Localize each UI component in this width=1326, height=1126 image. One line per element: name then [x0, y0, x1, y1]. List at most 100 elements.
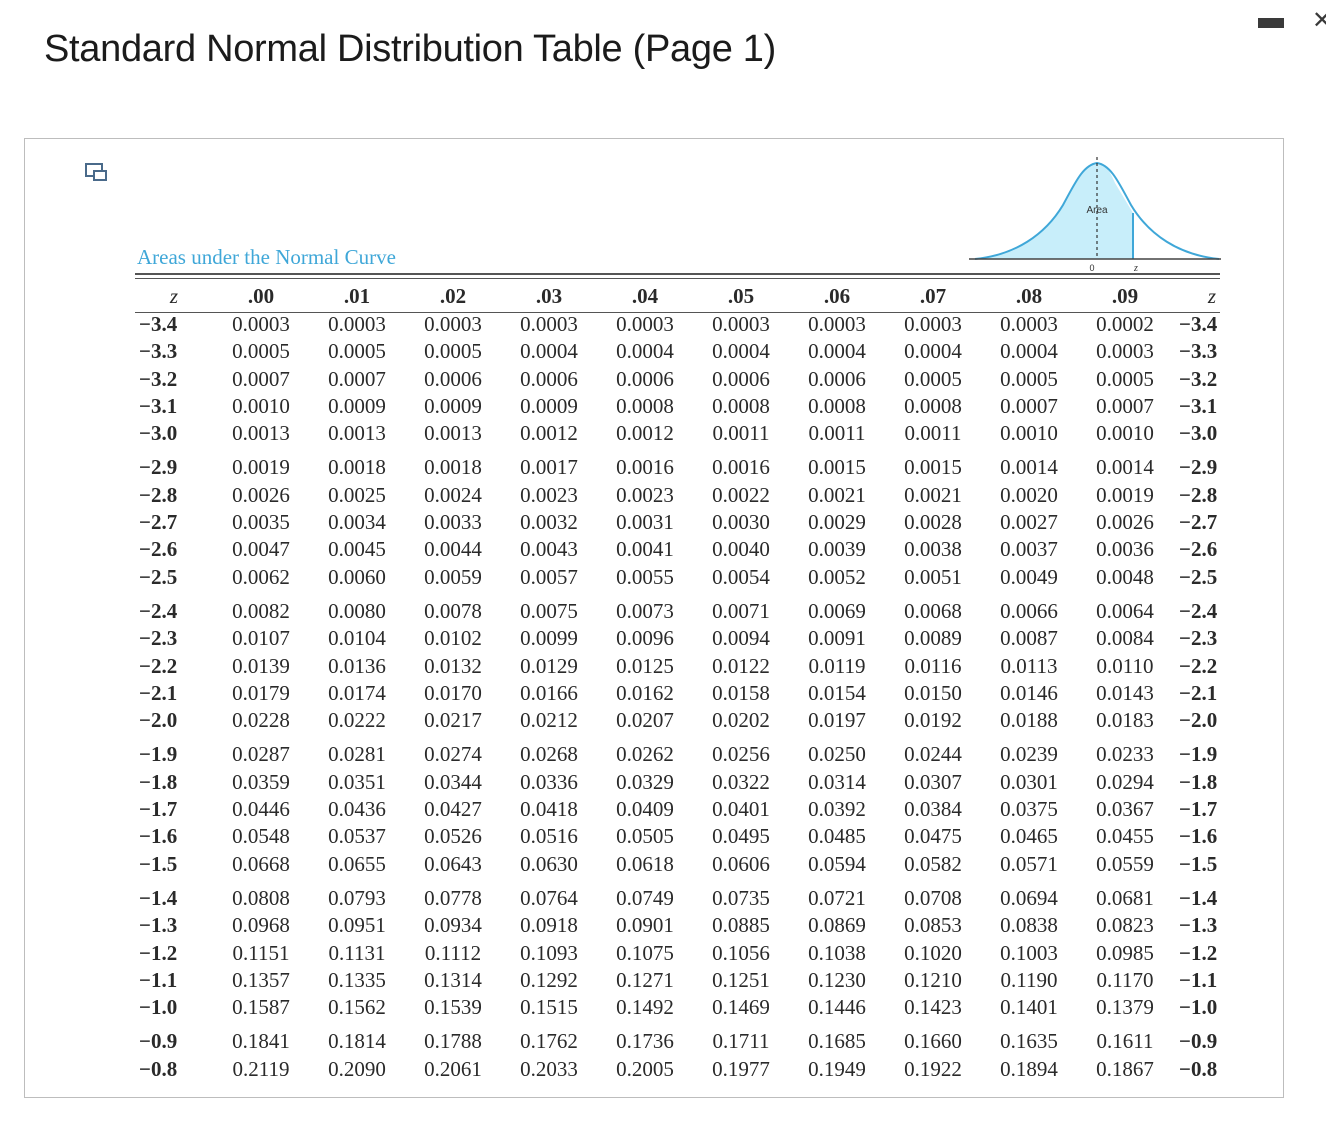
table-cell: 0.0188: [1000, 708, 1058, 733]
row-z-label-right: −2.4: [1179, 598, 1218, 623]
row-z-label-right: −3.3: [1179, 339, 1218, 364]
table-cell: 0.1075: [616, 940, 674, 965]
table-cell: 0.0008: [712, 393, 770, 418]
table-cell: 0.0197: [808, 708, 866, 733]
table-cell: 0.1867: [1096, 1056, 1154, 1081]
table-cell: 0.0091: [808, 626, 866, 651]
row-z-label-left: −2.2: [139, 653, 178, 678]
row-z-label-right: −2.3: [1179, 626, 1218, 651]
table-cell: 0.0104: [328, 626, 386, 651]
table-cell: 0.0329: [616, 769, 674, 794]
table-cell: 0.0694: [1000, 885, 1058, 910]
row-z-label-left: −2.7: [139, 510, 178, 535]
table-cell: 0.1894: [1000, 1056, 1058, 1081]
row-z-label-right: −1.6: [1179, 824, 1218, 849]
table-cell: 0.0968: [232, 913, 290, 938]
table-cell: 0.0838: [1000, 913, 1058, 938]
table-row: −2.0 0.0228 0.0222 0.0217 0.0212 0.0207 0.0202…: [135, 707, 1251, 734]
table-cell: 0.0192: [904, 708, 962, 733]
row-z-label-right: −2.0: [1179, 708, 1218, 733]
table-cell: 0.0314: [808, 769, 866, 794]
table-cell: 0.0250: [808, 742, 866, 767]
table-cell: 0.0721: [808, 885, 866, 910]
table-cell: 0.0003: [232, 312, 290, 336]
table-cell: 0.0505: [616, 824, 674, 849]
table-cell: 0.0069: [808, 598, 866, 623]
table-cell: 0.0007: [1096, 393, 1154, 418]
table-cell: 0.0162: [616, 680, 674, 705]
table-row: −1.9 0.0287 0.0281 0.0274 0.0268 0.0262 0.0256…: [135, 741, 1251, 768]
table-cell: 0.0003: [712, 312, 770, 336]
row-z-label-right: −2.9: [1179, 455, 1218, 480]
table-row: −3.2 0.0007 0.0007 0.0006 0.0006 0.0006 0.0006…: [135, 366, 1251, 393]
table-cell: 0.0003: [808, 312, 866, 336]
table-cell: 0.0060: [328, 564, 386, 589]
column-header: .05: [727, 284, 755, 308]
table-cell: 0.0418: [520, 797, 578, 822]
table-cell: 0.2005: [616, 1056, 674, 1081]
row-z-label-right: −2.1: [1179, 680, 1218, 705]
table-cell: 0.0136: [328, 653, 386, 678]
table-cell: 0.0853: [904, 913, 962, 938]
row-z-label-right: −1.1: [1179, 967, 1218, 992]
table-cell: 0.0023: [616, 482, 674, 507]
table-cell: 0.0516: [520, 824, 578, 849]
table-row: −3.0 0.0013 0.0013 0.0013 0.0012 0.0012 0.0011…: [135, 420, 1251, 447]
table-cell: 0.0019: [232, 455, 290, 480]
table-cell: 0.1314: [424, 967, 482, 992]
table-cell: 0.0013: [328, 421, 386, 446]
minimize-button[interactable]: [1258, 18, 1284, 28]
table-cell: 0.1492: [616, 995, 674, 1020]
column-header: .02: [439, 284, 467, 308]
table-cell: 0.0030: [712, 510, 770, 535]
table-cell: 0.1170: [1096, 967, 1154, 992]
row-z-label-right: −3.2: [1179, 366, 1218, 391]
close-icon[interactable]: ✕: [1312, 6, 1326, 34]
table-cell: 0.0043: [520, 537, 578, 562]
table-cell: 0.0018: [424, 455, 482, 480]
curve-shaded-area: [975, 163, 1133, 259]
table-cell: 0.0006: [424, 366, 482, 391]
expand-image-icon[interactable]: [85, 163, 109, 183]
table-cell: 0.0003: [1000, 312, 1058, 336]
table-cell: 0.0129: [520, 653, 578, 678]
table-cell: 0.0005: [424, 339, 482, 364]
column-header: .08: [1015, 284, 1043, 308]
table-cell: 0.1112: [424, 940, 482, 965]
column-header: .03: [535, 284, 563, 308]
row-z-label-left: −1.3: [139, 913, 178, 938]
table-cell: 0.2119: [232, 1056, 290, 1081]
table-cell: 0.0217: [424, 708, 482, 733]
table-row: −2.7 0.0035 0.0034 0.0033 0.0032 0.0031 0.0030…: [135, 509, 1251, 536]
table-cell: 0.0351: [328, 769, 386, 794]
table-row: −0.8 0.2119 0.2090 0.2061 0.2033 0.2005 0.1977…: [135, 1056, 1251, 1083]
table-cell: 0.0006: [616, 366, 674, 391]
row-z-label-right: −1.0: [1179, 995, 1218, 1020]
table-cell: 0.1660: [904, 1029, 962, 1054]
table-cell: 0.1401: [1000, 995, 1058, 1020]
table-cell: 0.1335: [328, 967, 386, 992]
table-cell: 0.2090: [328, 1056, 386, 1081]
row-z-label-right: −3.4: [1179, 312, 1218, 336]
table-cell: 0.1736: [616, 1029, 674, 1054]
table-cell: 0.0436: [328, 797, 386, 822]
table-cell: 0.0823: [1096, 913, 1154, 938]
z-column-header-left: z: [169, 284, 179, 308]
table-cell: 0.0012: [616, 421, 674, 446]
table-cell: 0.0003: [520, 312, 578, 336]
table-cell: 0.0212: [520, 708, 578, 733]
table-cell: 0.1949: [808, 1056, 866, 1081]
table-cell: 0.0262: [616, 742, 674, 767]
table-cell: 0.0005: [328, 339, 386, 364]
table-cell: 0.0409: [616, 797, 674, 822]
row-z-label-right: −1.5: [1179, 851, 1218, 876]
table-row: −2.6 0.0047 0.0045 0.0044 0.0043 0.0041 0.0040…: [135, 536, 1251, 563]
row-z-label-right: −2.6: [1179, 537, 1218, 562]
row-z-label-right: −1.9: [1179, 742, 1218, 767]
row-z-label-right: −0.9: [1179, 1029, 1218, 1054]
table-cell: 0.0119: [808, 653, 866, 678]
table-cell: 0.0571: [1000, 851, 1058, 876]
table-cell: 0.0764: [520, 885, 578, 910]
row-z-label-left: −1.0: [139, 995, 178, 1020]
table-cell: 0.0020: [1000, 482, 1058, 507]
